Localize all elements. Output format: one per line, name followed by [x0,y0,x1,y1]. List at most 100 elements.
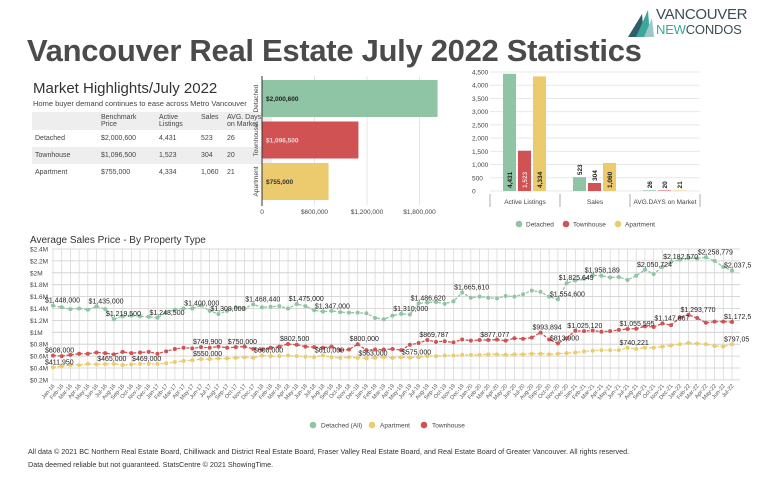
y-tick-label: 2,500 [472,122,489,129]
x-tick-label: $1,200,000 [351,209,384,216]
data-point-townhouse [703,320,708,325]
data-label-townhouse: $993,894 [532,325,561,332]
y-tick-label: $0.4M [30,366,48,373]
data-point-detached [494,296,499,301]
data-point-detached [582,276,587,281]
y-tick-label: $0.8M [30,342,48,349]
data-point-apartment [486,352,491,357]
highlights-title: Market Highlights/July 2022 [33,80,218,97]
data-point-townhouse [338,348,343,353]
data-point-townhouse [364,348,369,353]
legend-swatch-townhouse [420,421,428,429]
data-point-detached [120,314,125,319]
data-label-townhouse: $749,900 [193,339,222,346]
table-header-row: Benchmark Price Active Listings Sales AV… [32,112,272,130]
data-point-townhouse [138,350,143,355]
data-point-detached [468,295,473,300]
data-point-townhouse [155,351,160,356]
table-cell: Detached [35,135,65,142]
data-point-detached [521,292,526,297]
data-point-detached [564,281,569,286]
data-point-apartment [207,357,212,362]
data-point-detached [77,306,82,311]
data-point-detached [207,308,212,313]
data-point-apartment [181,358,186,363]
data-point-detached [129,313,134,318]
data-point-townhouse [120,349,125,354]
data-point-detached [730,268,734,273]
data-point-townhouse [486,338,491,343]
bar-detached [643,190,656,191]
table-cell: 1,060 [201,169,219,176]
data-label-detached: $2,037,5 [724,263,751,270]
data-point-townhouse [320,345,325,350]
data-point-townhouse [512,336,517,341]
highlights-table: Benchmark Price Active Listings Sales AV… [32,112,272,181]
data-point-townhouse [503,338,508,343]
bar-townhouse [658,190,671,191]
y-tick-label: 4,500 [472,70,489,77]
data-point-apartment [68,363,73,368]
data-point-townhouse [442,339,447,344]
table-row: Townhouse $1,096,500 1,523 304 20 [32,147,272,164]
data-point-townhouse [547,337,552,342]
data-label-detached: $1,308,000 [210,306,245,313]
data-point-townhouse [190,346,195,351]
data-point-apartment [129,362,134,367]
data-point-detached [259,305,264,310]
data-point-apartment [268,354,273,359]
y-tick-label: $0.2M [30,377,48,384]
data-point-townhouse [129,351,134,356]
data-point-apartment [712,343,717,348]
data-point-townhouse [146,349,151,354]
column-header: Benchmark Price [101,114,137,128]
bar-townhouse [518,150,531,191]
data-point-apartment [477,352,482,357]
bar-value-label: $755,000 [266,179,293,186]
data-point-townhouse [477,338,482,343]
data-label-detached: $1,243,500 [149,310,184,317]
data-point-townhouse [451,340,456,345]
line-chart-title: Average Sales Price - By Property Type [30,235,206,246]
data-point-townhouse [695,316,700,321]
data-point-detached [503,294,508,299]
data-point-detached [381,317,386,322]
data-point-townhouse [198,345,203,350]
data-label-detached: $1,468,440 [245,296,280,303]
data-point-detached [190,306,195,311]
data-point-detached [477,294,482,299]
data-point-apartment [407,355,412,360]
data-label-detached: $2,050,724 [637,262,672,269]
data-point-detached [634,273,639,278]
table-cell: $2,000,600 [101,135,137,142]
data-point-apartment [608,348,613,353]
data-point-apartment [425,354,430,359]
data-point-apartment [582,349,587,354]
column-header: Sales [201,114,219,121]
highlights-subtitle: Home buyer demand continues to ease acro… [33,99,247,108]
data-point-apartment [503,352,508,357]
data-point-townhouse [642,324,647,329]
table-cell: 1,523 [159,152,177,159]
data-point-apartment [251,355,256,360]
y-tick-label: $1.2M [30,318,48,325]
bar-value-label: 304 [592,170,599,181]
data-point-apartment [695,341,700,346]
data-point-apartment [329,355,334,360]
legend-label: Townhouse [432,423,465,430]
data-label-detached: $1,448,000 [45,298,80,305]
data-point-detached [538,289,543,294]
data-point-apartment [225,356,230,361]
logo: VANCOUVER NEWCONDOS [626,6,761,40]
data-point-detached [233,305,238,310]
data-point-townhouse [608,329,613,334]
data-point-apartment [164,361,169,366]
data-point-apartment [85,361,90,366]
legend-label: Detached [526,222,554,229]
data-point-townhouse [399,348,404,353]
data-point-apartment [573,350,578,355]
bar-townhouse [588,182,601,191]
table-cell: 523 [201,135,213,142]
data-point-detached [703,255,708,260]
data-point-townhouse [216,344,221,349]
